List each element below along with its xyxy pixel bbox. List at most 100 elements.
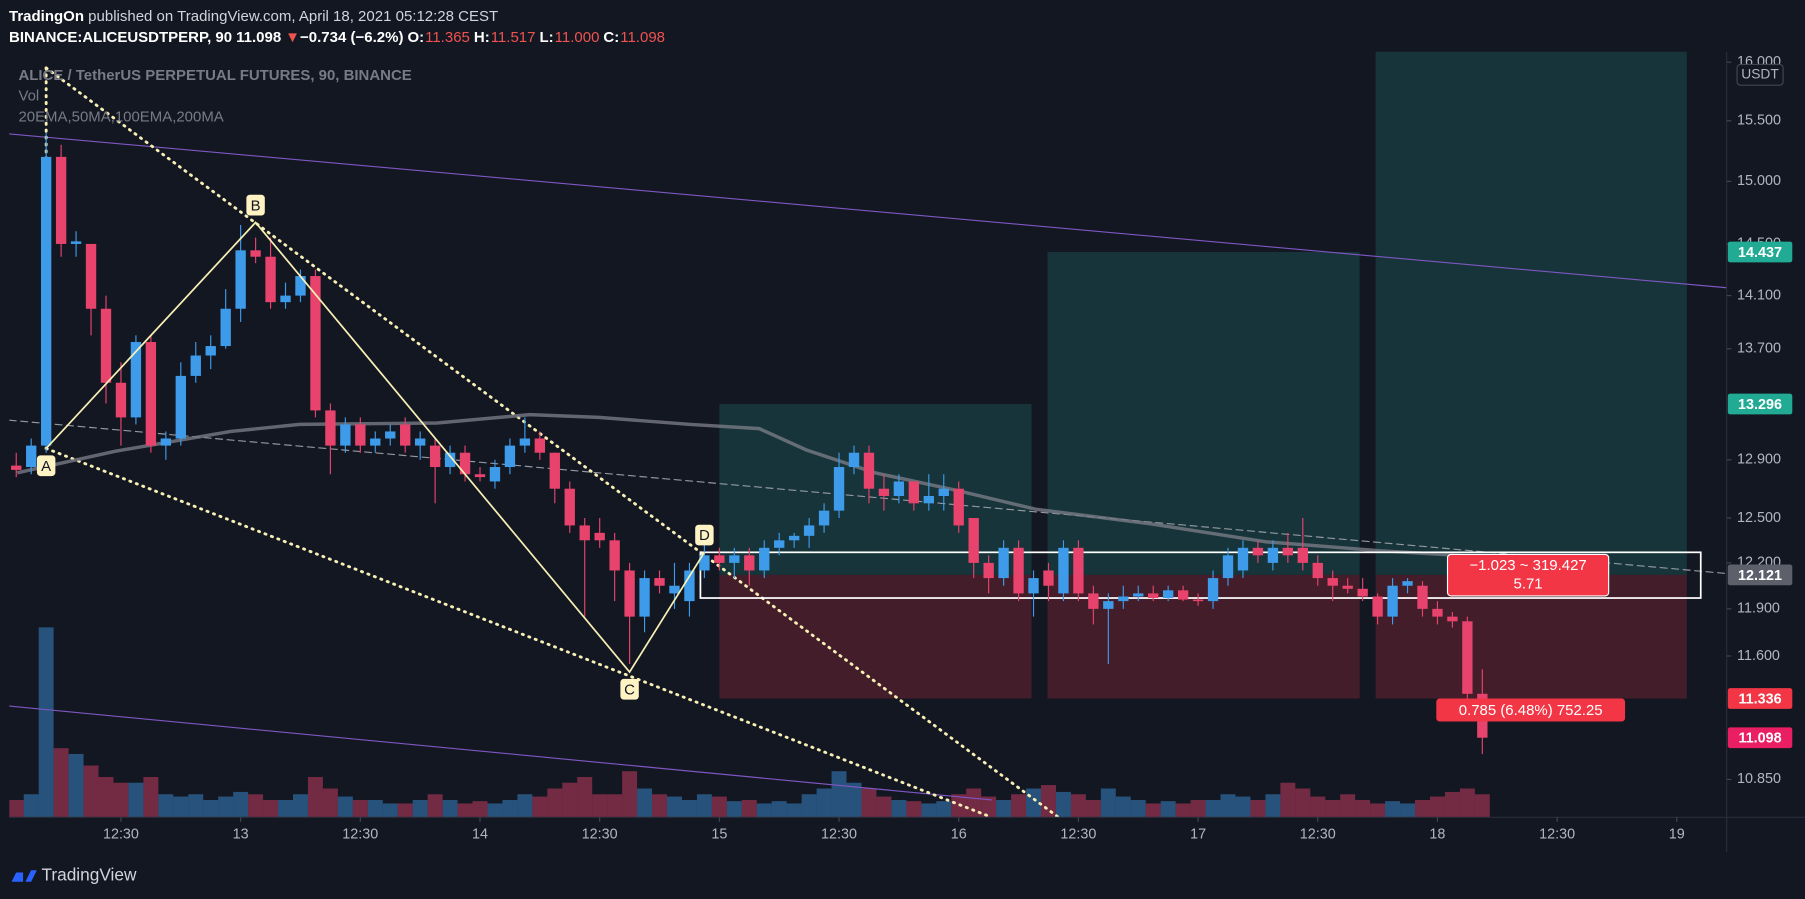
volume-bar [158, 794, 174, 818]
price-label: 11.098 [1738, 731, 1781, 747]
volume-bar [981, 796, 997, 818]
pattern-label: B [251, 197, 261, 214]
candle-body [684, 570, 695, 602]
x-tick-label: 13 [233, 826, 249, 842]
candle-body [175, 375, 186, 439]
trend-line [44, 66, 1060, 818]
volume-bar [68, 753, 84, 818]
volume-bar [756, 803, 772, 818]
volume-bar [173, 796, 189, 818]
candle-body [1222, 555, 1234, 579]
volume-bar [442, 800, 458, 818]
candle-body [609, 540, 620, 571]
y-tick-label: 12.500 [1737, 510, 1781, 526]
candle-body [489, 467, 501, 482]
trend-line [9, 419, 1727, 575]
ohlc-key: C: [603, 29, 620, 46]
candle-body [1417, 585, 1428, 609]
candle-body [250, 250, 261, 257]
candle-body [1028, 578, 1039, 594]
volume-bar [263, 800, 279, 818]
pattern-label: A [41, 458, 51, 475]
volume-bar [1400, 803, 1416, 818]
y-tick-label: 15.000 [1737, 173, 1781, 189]
candle-body [863, 452, 875, 489]
ohlc: O:11.365 H:11.517 L:11.000 C:11.098 [407, 29, 669, 46]
candle-body [1192, 599, 1204, 602]
candle-body [923, 495, 934, 504]
volume-bar [562, 782, 578, 818]
volume-bar [547, 788, 563, 818]
unit-box [1736, 63, 1784, 86]
volume-bar [1130, 800, 1146, 818]
volume-bar [1115, 796, 1131, 818]
x-tick-label: 12:30 [103, 826, 139, 842]
candle-body [878, 488, 890, 496]
volume-bar [397, 803, 413, 818]
y-tick-label: 13.700 [1737, 341, 1781, 357]
ohlc-value: 11.365 [425, 29, 470, 46]
candle-body [1013, 547, 1024, 594]
pattern-label-box [695, 524, 714, 546]
volume-bar [891, 800, 907, 818]
volume-bar [203, 800, 219, 818]
candle-body [115, 382, 127, 418]
header: TradingOn published on TradingView.com, … [9, 6, 673, 48]
loss-zone [719, 574, 1032, 699]
y-tick-label: 10.850 [1737, 771, 1781, 787]
volume-bar [1011, 794, 1027, 818]
volume-bar [38, 627, 54, 818]
candle-body [818, 510, 830, 526]
volume-bar [801, 794, 817, 818]
candle-body [1297, 547, 1308, 563]
candle-body [1357, 588, 1368, 597]
candle-body [1312, 562, 1323, 579]
volume-bar [1220, 794, 1236, 818]
candle-body [833, 467, 845, 511]
candle-body [1177, 590, 1189, 600]
volume-bar [1250, 800, 1266, 818]
header-line: BINANCE:ALICEUSDTPERP, 90 11.098 ▼−0.734 (… [9, 27, 673, 48]
candle-body [788, 535, 800, 541]
candle-body [1282, 547, 1294, 556]
candle-body [11, 465, 22, 470]
axes: 16.00015.50015.00014.50014.10013.70012.9… [103, 54, 1793, 842]
volume-bar [1325, 800, 1341, 818]
measure-label-box [1446, 553, 1610, 597]
y-tick-label: 12.900 [1737, 452, 1781, 468]
candle-body [579, 525, 590, 541]
chart-title: ALICE / TetherUS PERPETUAL FUTURES, 90, … [18, 67, 411, 84]
pattern-label: D [699, 527, 710, 544]
volume-bar [248, 794, 264, 818]
candle-body [908, 481, 920, 504]
trend-line [9, 133, 1727, 289]
volume-bar [233, 791, 249, 818]
candle-body [1447, 616, 1458, 622]
candle-body [564, 488, 575, 526]
volume-bar [1041, 785, 1056, 818]
candle-body [744, 555, 755, 571]
volume-bar [786, 803, 802, 818]
candle-body [55, 156, 67, 244]
result-label: 0.785 (6.48%) 752.25 [1459, 702, 1603, 719]
volume-bar [472, 801, 488, 818]
candle-body [130, 342, 142, 418]
candle-body [1327, 578, 1338, 586]
candle-body [400, 424, 411, 446]
volume-bar [622, 771, 638, 818]
volume-bar [1415, 800, 1430, 818]
candle-body [190, 355, 201, 376]
volume-bar [352, 800, 368, 818]
candle-body [848, 452, 860, 468]
candle-body [998, 547, 1009, 579]
volume-bar [906, 801, 922, 818]
volume-bar [1085, 800, 1101, 818]
volume-bar [502, 800, 518, 818]
volume-bar [53, 748, 69, 818]
candle-body [355, 424, 366, 446]
volume-bar [457, 803, 473, 818]
volume-bar [412, 800, 428, 818]
volume-bar [966, 788, 982, 818]
candle-body [1148, 593, 1159, 599]
volume-bar [681, 800, 697, 818]
